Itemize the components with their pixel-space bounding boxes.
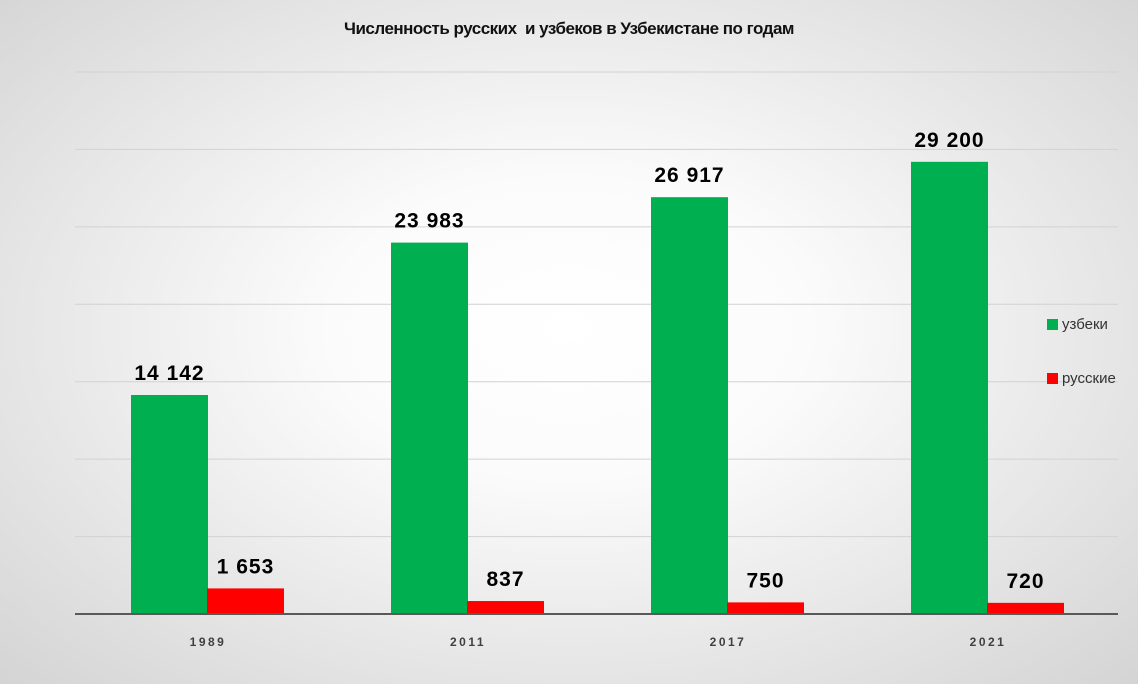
x-tick-label-2017: 2017 xyxy=(710,635,747,649)
bar-uzbeks-2021 xyxy=(911,161,988,614)
data-label-russians-1989: 1 653 xyxy=(217,555,275,578)
x-tick-label-2011: 2011 xyxy=(450,635,486,649)
legend-item-russians: русские xyxy=(1047,368,1116,388)
data-label-uzbeks-2017: 26 917 xyxy=(654,164,724,187)
bar-russians-2021 xyxy=(987,602,1064,614)
data-label-uzbeks-2021: 29 200 xyxy=(914,129,984,152)
legend-label-russians: русские xyxy=(1062,369,1116,387)
bar-uzbeks-2017 xyxy=(651,197,728,615)
data-label-russians-2011: 837 xyxy=(486,568,524,591)
data-label-uzbeks-2011: 23 983 xyxy=(394,210,464,233)
data-label-russians-2017: 750 xyxy=(746,569,784,592)
legend-item-uzbeks: узбеки xyxy=(1047,314,1108,334)
legend-label-uzbeks: узбеки xyxy=(1062,315,1108,333)
data-label-uzbeks-1989: 14 142 xyxy=(134,362,204,385)
data-label-russians-2021: 720 xyxy=(1006,570,1044,593)
bar-russians-2011 xyxy=(467,601,544,614)
legend-swatch-uzbeks xyxy=(1047,318,1058,330)
chart-title: Численность русских и узбеков в Узбекист… xyxy=(344,19,794,38)
x-tick-label-1989: 1989 xyxy=(190,635,227,649)
bar-russians-2017 xyxy=(727,602,804,614)
bar-russians-1989 xyxy=(207,588,284,614)
x-tick-label-2021: 2021 xyxy=(970,635,1007,649)
bar-uzbeks-1989 xyxy=(131,395,208,614)
legend-swatch-russians xyxy=(1047,372,1058,384)
bar-uzbeks-2011 xyxy=(391,242,468,614)
